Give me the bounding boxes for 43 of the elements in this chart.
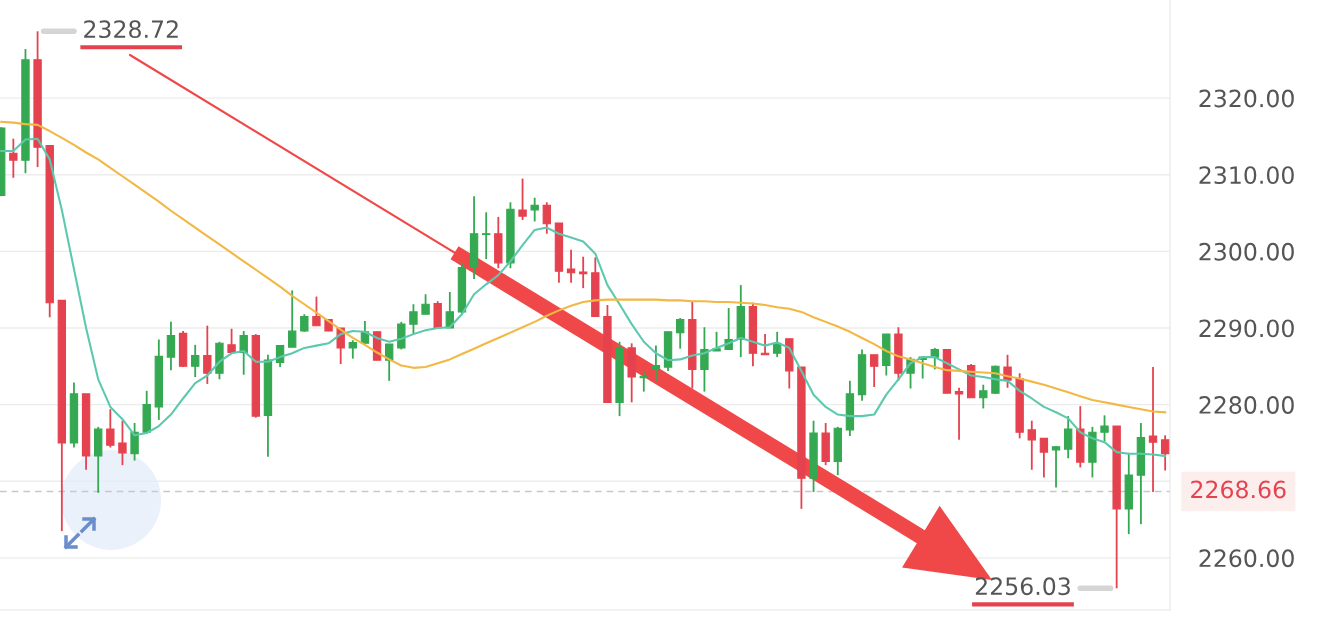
y-tick-label: 2300.00	[1199, 242, 1294, 261]
candlestick	[1039, 437, 1049, 479]
candlestick	[1160, 434, 1170, 472]
candlestick	[542, 201, 552, 235]
y-tick-label: 2290.00	[1199, 319, 1294, 338]
line-series	[0, 120, 1167, 414]
candlestick	[106, 408, 115, 449]
candlestick	[130, 422, 139, 462]
candlestick	[1051, 445, 1061, 489]
y-tick-label: 2260.00	[1199, 549, 1294, 568]
candlestick	[675, 317, 685, 350]
candlestick	[421, 293, 430, 316]
candlestick	[118, 419, 127, 467]
y-tick-label: 2310.00	[1199, 166, 1294, 185]
candlestick	[288, 289, 297, 349]
candlestick	[409, 303, 418, 336]
candlestick	[578, 255, 588, 290]
candlestick	[1063, 415, 1073, 460]
candlestick	[651, 344, 661, 382]
candlestick	[203, 324, 212, 385]
candlestick	[530, 196, 539, 223]
ref-line-label: 2268.66	[1191, 480, 1286, 499]
candlestick	[712, 330, 721, 352]
candlestick	[979, 383, 988, 410]
annotation: 2328.72	[84, 20, 178, 39]
annotation: 2256.03	[975, 577, 1070, 596]
candlestick	[1100, 414, 1109, 443]
candlestick	[1148, 366, 1158, 493]
candlestick	[700, 326, 709, 393]
y-tick-label: 2320.00	[1199, 89, 1294, 108]
candlestick	[869, 353, 879, 388]
candlestick	[9, 137, 18, 179]
candlestick	[312, 295, 321, 327]
candlestick	[566, 248, 576, 284]
candlestick	[239, 330, 248, 376]
candlestick	[166, 320, 176, 372]
candlestick	[348, 339, 358, 360]
candlestick	[481, 211, 491, 260]
candlestick	[1027, 419, 1036, 471]
candlestick	[518, 177, 527, 221]
candlestick	[191, 343, 200, 378]
candlestick	[954, 386, 964, 441]
y-tick-label: 2280.00	[1199, 396, 1294, 414]
